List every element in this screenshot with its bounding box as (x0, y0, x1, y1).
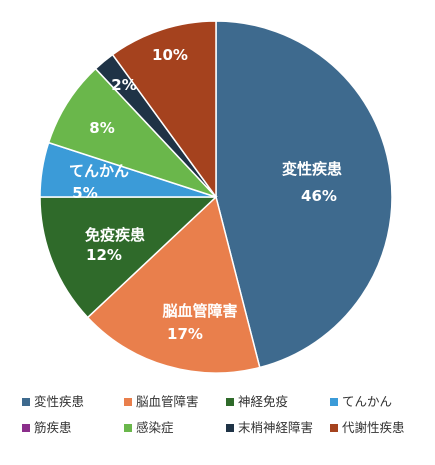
pie-slice-labels: 変性疾患 46% 脳血管障害 17% 免疫疾患 12% てんかん 5% 8% 2% 10% (69, 46, 342, 343)
legend-label-2: 脳血管障害 (136, 394, 199, 409)
legend-label-7: 末梢神経障害 (238, 420, 313, 435)
legend-swatch-2 (124, 398, 132, 406)
pie-slice-6 (47, 67, 217, 198)
legend-label-6: 感染症 (136, 420, 174, 435)
slice-label-6-line-1: 8% (89, 119, 114, 137)
legend-swatch-3 (226, 398, 234, 406)
slice-label-4-line-2: 5% (72, 184, 97, 202)
pie-slice-8 (111, 20, 217, 200)
slice-label-3-line-1: 免疫疾患 (85, 226, 145, 244)
slice-label-8-line-1: 10% (152, 46, 188, 64)
legend-swatch-4 (330, 398, 338, 406)
pie-slice-1 (215, 20, 393, 369)
slice-label-4-line-1: てんかん (69, 162, 129, 180)
pie-slice-3 (39, 196, 218, 319)
legend-label-4: てんかん (342, 394, 392, 409)
legend-swatch-6 (124, 424, 132, 432)
legend-label-1: 変性疾患 (34, 394, 84, 409)
slice-label-1-line-2: 46% (301, 187, 337, 205)
legend-label-8: 代謝性疾患 (342, 420, 405, 435)
legend-swatch-7 (226, 424, 234, 432)
legend-swatch-1 (22, 398, 30, 406)
legend-label-5: 筋疾患 (34, 420, 72, 435)
legend-label-3: 神経免疫 (238, 394, 288, 409)
slice-label-1-line-1: 変性疾患 (282, 160, 342, 178)
legend-swatch-8 (330, 424, 338, 432)
slice-label-7-line-1: 2% (111, 76, 136, 94)
pie-slice-2 (86, 195, 261, 374)
slice-label-3-line-2: 12% (86, 246, 122, 264)
legend-swatch-5 (22, 424, 30, 432)
slice-label-2-line-1: 脳血管障害 (162, 302, 237, 320)
pie-slices (39, 20, 393, 374)
slice-label-2-line-2: 17% (167, 325, 203, 343)
